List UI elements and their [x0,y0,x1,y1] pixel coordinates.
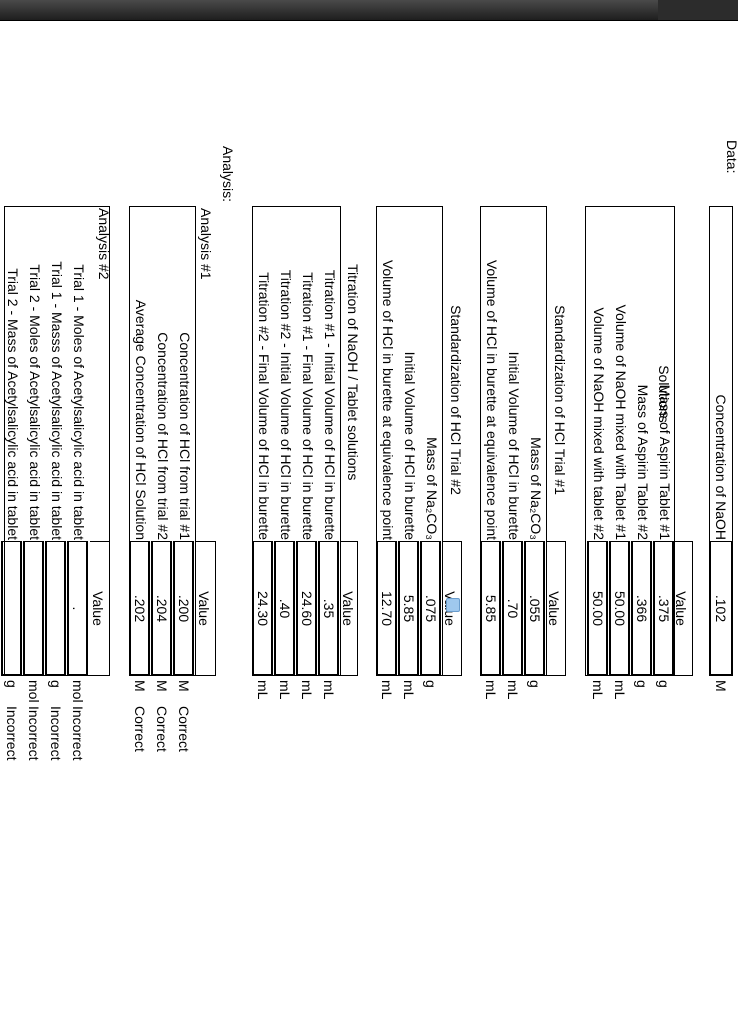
analysis2-row-label: Trial 1 - Moles of Acetylsalicylic acid … [71,264,87,540]
solutions-unit: mL [590,680,606,700]
top-bar-edge [658,0,738,20]
std1-value-header: Value [546,591,562,626]
analysis1-row-label: Concentration of HCl from trial #2 [155,332,171,540]
analysis2-value [46,541,66,676]
analysis1-value: .202 [132,594,148,623]
titration-row-label: Titration #2 - Initial Volume of HCl in … [278,269,294,540]
analysis2-row-label: Trial 2 - Moles of Acetylsalicylic acid … [27,264,43,540]
std1-row-label: Volume of HCl in burette at equivalence … [484,259,500,540]
std2-title: Standardization of HCl Trial #2 [448,305,464,495]
analysis1-row-label: Average Concentration of HCl Solution [133,299,149,540]
titration-value-header: Value [340,591,356,626]
std1-value: 5.85 [483,594,499,623]
titration-row-label: Titration #2 - Final Volume of HCl in bu… [256,272,272,540]
conc-naoh-label: Concentration of NaOH [713,394,729,540]
titration-unit: mL [299,680,315,700]
analysis1-unit: M [154,680,170,692]
std1-unit: mL [483,680,499,700]
analysis2-title: Analysis #2 [96,208,112,280]
solutions-unit: mL [612,680,628,700]
titration-title: Titration of NaOH / Tablet solutions [345,264,361,481]
analysis2-row-label: Trial 2 - Mass of Acetylsalicylic acid i… [5,268,21,540]
titration-value: 24.30 [255,590,271,627]
analysis1-status: Correct [176,706,192,752]
std2-value: 12.70 [379,590,395,627]
std2-unit: mL [401,680,417,700]
solutions-row-label: Volume of NaOH mixed with tablet #2 [591,307,607,540]
solutions-row-label: Mass of Aspirin Tablet #1 [657,384,673,540]
analysis2-status: Incorrect [48,706,64,761]
analysis1-unit: M [176,680,192,692]
conc-naoh-unit: M [713,680,729,692]
std1-title: Standardization of HCl Trial #1 [552,305,568,495]
analysis2-value [24,541,44,676]
titration-unit: mL [255,680,271,700]
analysis1-row-label: Concentration of HCl from trial #1 [177,332,193,540]
analysis2-unit: mol [26,680,42,703]
titration-value: .40 [277,598,293,619]
analysis2-value-header: Value [90,591,106,626]
titration-value: 24.60 [299,590,315,627]
solutions-value: .366 [634,594,650,623]
std2-row-label: Mass of Na₂CO₃ [424,437,440,540]
conc-naoh-value: .102 [713,594,729,623]
titration-unit: mL [321,680,337,700]
analysis1-unit: M [132,680,148,692]
analysis1-status: Correct [154,706,170,752]
std2-unit: mL [379,680,395,700]
solutions-row-label: Mass of Aspirin Tablet #2 [635,384,651,540]
data-heading: Data: [724,140,738,174]
std1-row-label: Mass of Na₂CO₃ [528,437,544,540]
solutions-row-label: Volume of NaOH mixed with Tablet #1 [613,304,629,540]
mouse-cursor-icon [446,598,460,612]
analysis2-status: Incorrect [26,706,42,761]
std2-value: 5.85 [401,594,417,623]
analysis2-value [2,541,22,676]
analysis2-row-label: Trial 1 - Masss of Acetylsalicylic acid … [49,261,65,540]
solutions-unit: g [634,680,650,688]
std1-unit: mL [505,680,521,700]
titration-unit: mL [277,680,293,700]
std2-row-label: Volume of HCl in burette at equivalence … [380,259,396,540]
analysis2-status: Incorrect [70,706,86,761]
analysis1-value: .204 [154,594,170,623]
solutions-value: 50.00 [590,590,606,627]
analysis2-status: Incorrect [4,706,20,761]
analysis2-value: . [70,606,86,611]
analysis1-value-header: Value [196,591,212,626]
solutions-value: 50.00 [612,590,628,627]
std1-row-label: Initial Volume of HCl in burette [506,351,522,540]
std1-value: .055 [527,594,543,623]
analysis1-title: Analysis #1 [198,208,214,280]
std1-unit: g [527,680,543,688]
analysis1-status: Correct [132,706,148,752]
solutions-value-header: Value [673,591,689,626]
analysis2-unit: g [48,680,64,688]
titration-row-label: Titration #1 - Final Volume of HCl in bu… [300,272,316,540]
window-top-bar [0,0,738,21]
std2-row-label: Initial Volume of HCl in burette [402,351,418,540]
analysis-heading: Analysis: [220,146,236,203]
solutions-value: .375 [656,594,672,623]
analysis2-unit: mol [70,680,86,703]
std1-value: .70 [505,598,521,619]
std2-value: .075 [423,594,439,623]
analysis1-value: .200 [176,594,192,623]
titration-value: .35 [321,598,337,619]
analysis2-unit: g [4,680,20,688]
std2-unit: g [423,680,439,688]
titration-row-label: Titration #1 - Initial Volume of HCl in … [322,269,338,540]
solutions-unit: g [656,680,672,688]
